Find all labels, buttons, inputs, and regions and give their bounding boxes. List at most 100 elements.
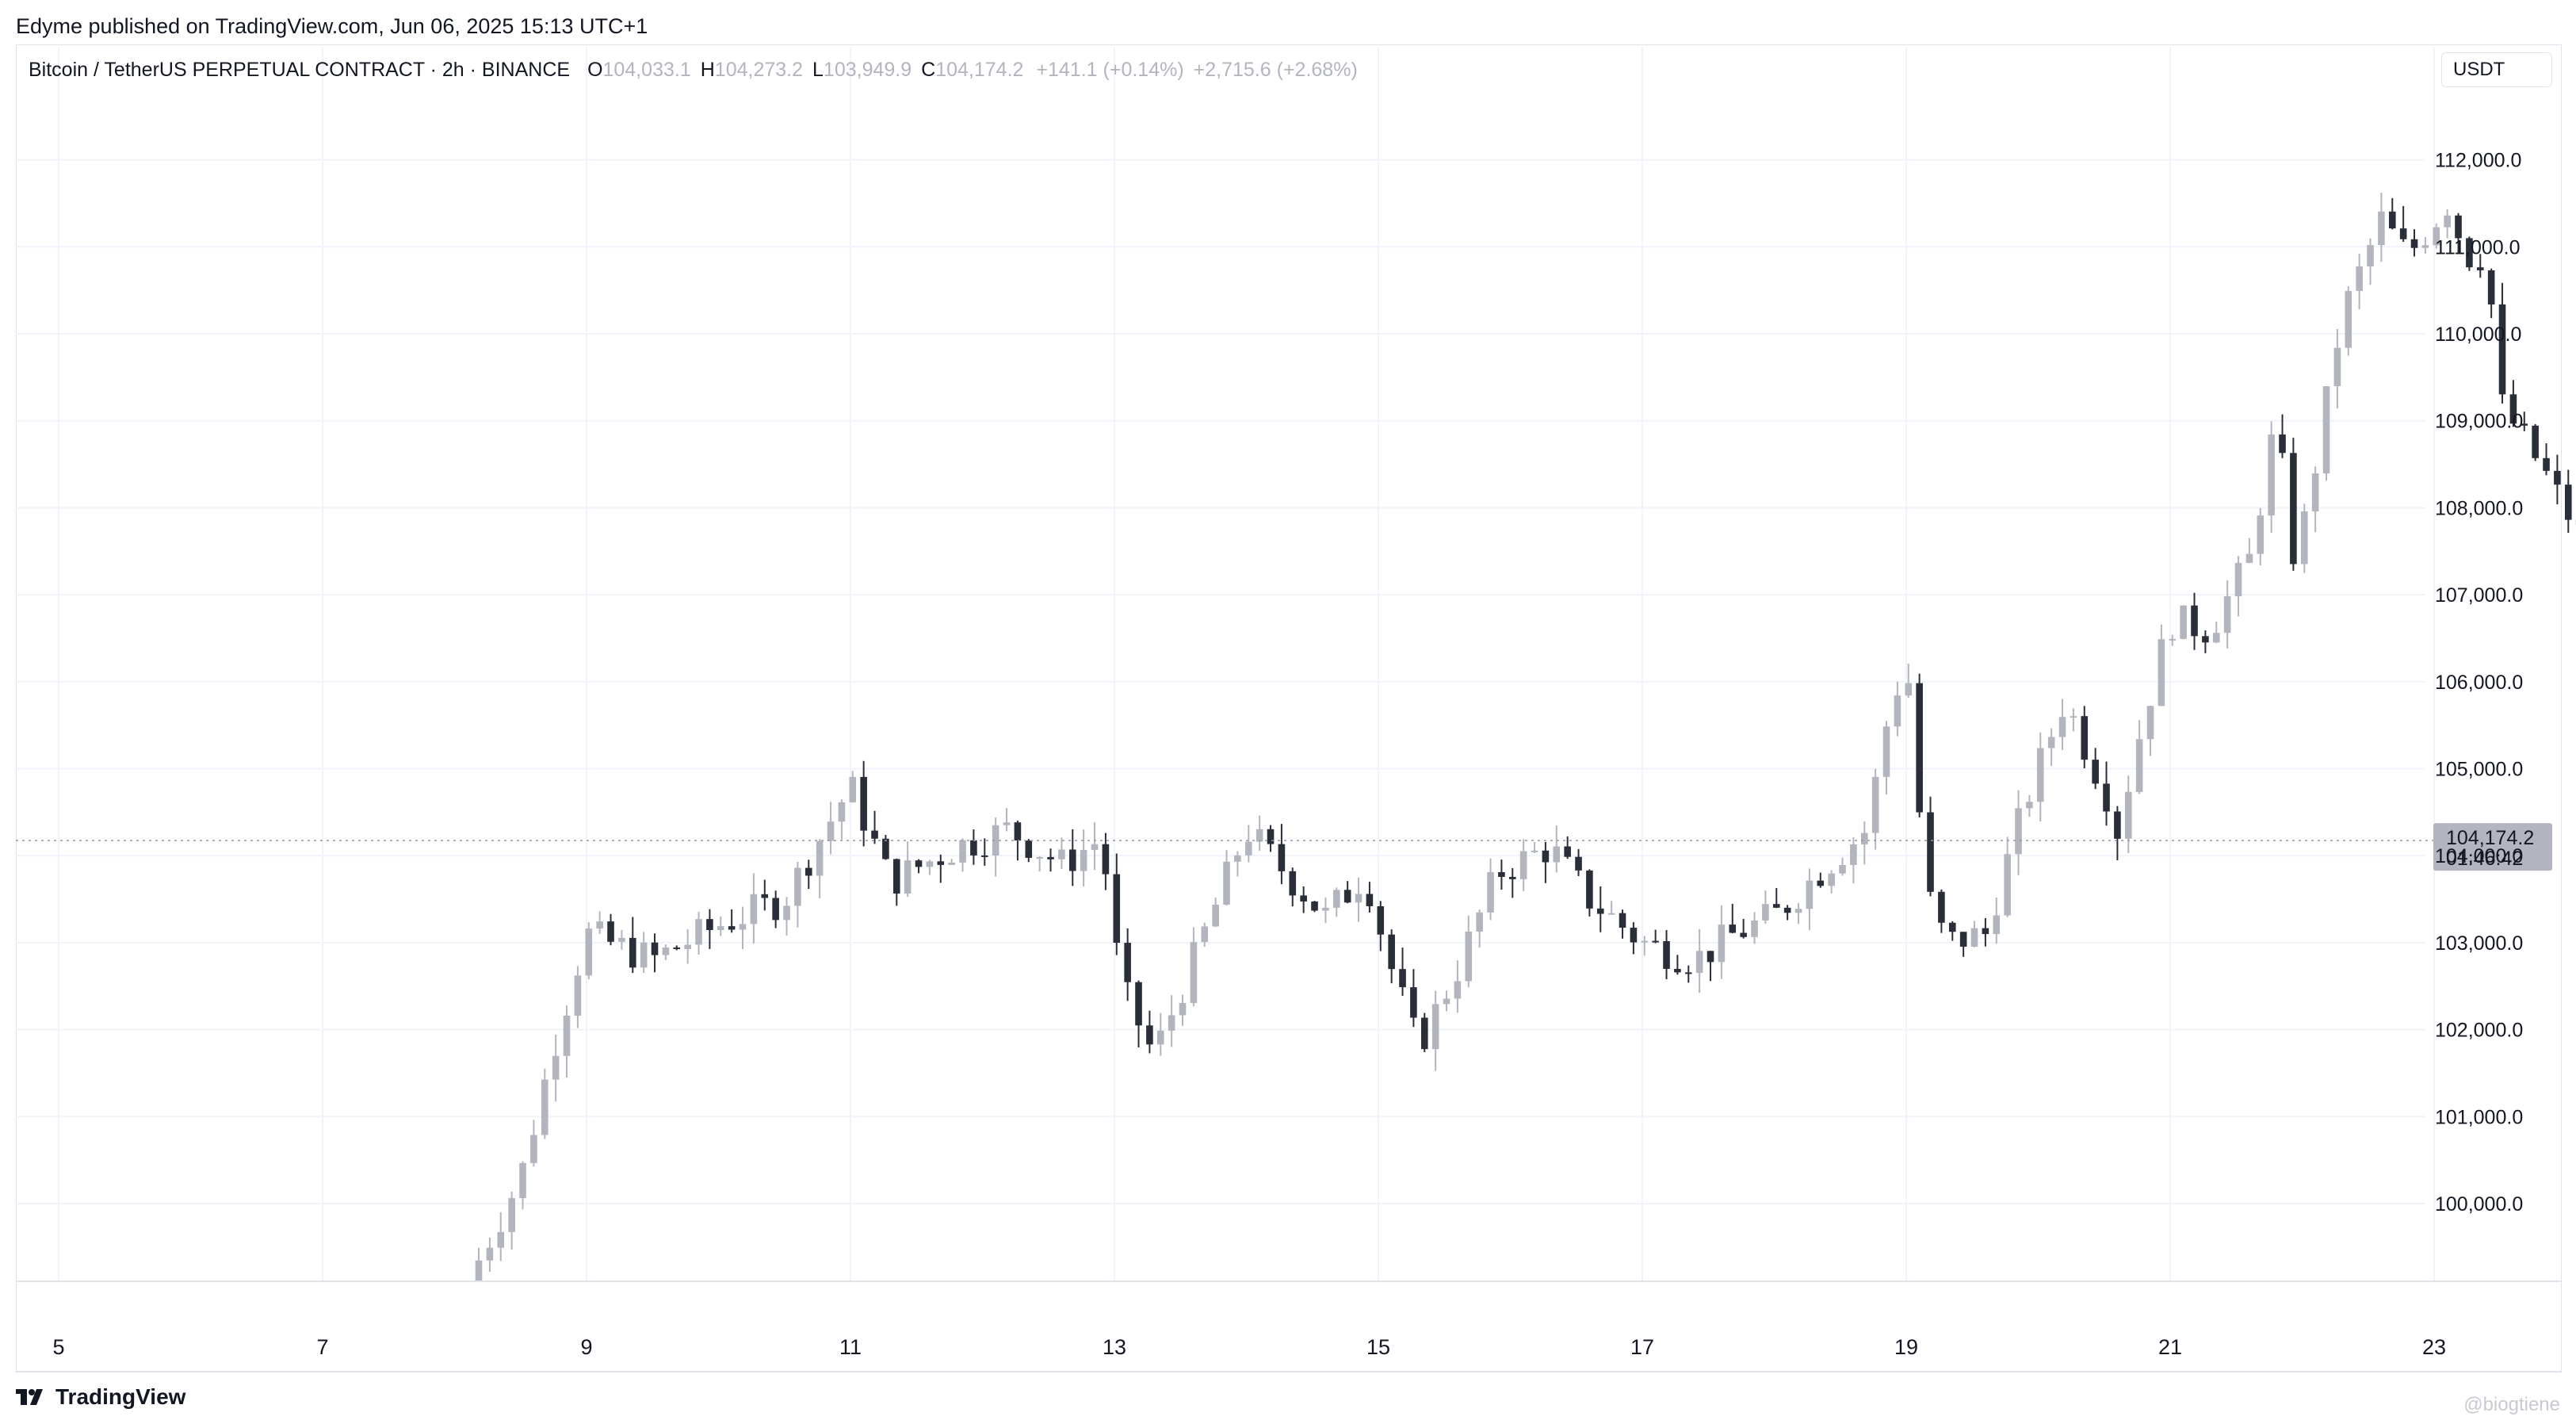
tradingview-brand[interactable]: TradingView xyxy=(16,1384,185,1410)
candle-body xyxy=(1322,907,1329,911)
candle-body xyxy=(662,947,670,955)
candle-body xyxy=(519,1162,526,1199)
candle-body xyxy=(1003,822,1011,825)
candle-body xyxy=(2157,639,2165,706)
candle-body xyxy=(980,855,988,857)
candle-body xyxy=(1850,844,1857,865)
candle xyxy=(827,802,835,855)
candle xyxy=(860,760,867,847)
candle-body xyxy=(1135,982,1142,1026)
candle-body xyxy=(1596,908,1604,914)
candle xyxy=(2388,197,2396,230)
candle-body xyxy=(2388,211,2396,229)
candle-body xyxy=(1905,683,1913,696)
candle-body xyxy=(871,830,878,839)
candle-body xyxy=(1443,998,1450,1005)
candle-body xyxy=(2367,245,2374,267)
publish-attribution: Edyme published on TradingView.com, Jun … xyxy=(16,14,648,38)
candle-body xyxy=(1882,726,1890,777)
time-tick-label: 11 xyxy=(839,1335,862,1359)
candle xyxy=(2521,412,2528,431)
candle-body xyxy=(1927,812,1934,892)
candle xyxy=(1751,912,1758,944)
candle xyxy=(2444,209,2451,239)
symbol-title: Bitcoin / TetherUS PERPETUAL CONTRACT · … xyxy=(29,59,571,81)
candle xyxy=(1916,673,1923,817)
candle xyxy=(1772,888,1780,909)
candle-body xyxy=(892,859,900,894)
candle-body xyxy=(948,862,955,865)
candle xyxy=(1179,994,1187,1026)
candle-body xyxy=(2356,266,2363,291)
candle-body xyxy=(1663,940,1670,969)
candle-body xyxy=(2421,245,2429,248)
candle-body xyxy=(1751,920,1758,937)
candle-body xyxy=(2015,808,2022,855)
candle xyxy=(2103,761,2110,826)
candle-body xyxy=(2399,228,2407,239)
candle xyxy=(1190,927,1198,1007)
candle xyxy=(475,1247,483,1282)
candle xyxy=(1135,980,1142,1048)
candle xyxy=(651,933,659,973)
candle-body xyxy=(1091,844,1099,850)
candle-body xyxy=(2322,386,2330,474)
candle xyxy=(2212,622,2220,644)
candle-body xyxy=(849,776,857,802)
candle xyxy=(1783,905,1791,921)
price-tick-label: 100,000.0 xyxy=(2435,1193,2523,1215)
time-tick-label: 13 xyxy=(1103,1335,1126,1359)
candle-body xyxy=(596,921,603,929)
candle xyxy=(2004,836,2011,917)
candle-body xyxy=(1289,871,1297,896)
candle-body xyxy=(1684,972,1692,974)
candle-body xyxy=(1519,851,1527,879)
time-tick-label: 9 xyxy=(580,1335,592,1359)
candle xyxy=(2146,706,2154,756)
candle-body xyxy=(1278,844,1286,871)
candle-body xyxy=(541,1079,548,1135)
candle-body xyxy=(1772,904,1780,908)
candle-body xyxy=(2004,854,2011,916)
candle-body xyxy=(2433,227,2440,246)
candle xyxy=(2135,720,2143,794)
candle-body xyxy=(1113,874,1121,944)
candle xyxy=(1531,841,1538,853)
candle xyxy=(1212,898,1219,928)
candle xyxy=(1355,877,1363,922)
candle-body xyxy=(2026,802,2033,809)
candle xyxy=(1036,856,1043,872)
candle xyxy=(1575,848,1582,876)
candle xyxy=(1047,848,1054,872)
candle xyxy=(585,922,593,980)
candle xyxy=(772,890,779,928)
candle xyxy=(1068,829,1076,886)
candle xyxy=(2070,708,2077,732)
candle xyxy=(1586,869,1593,917)
candle-body xyxy=(1343,890,1351,903)
candle-body xyxy=(1355,894,1363,903)
candle-body xyxy=(2532,425,2539,458)
candle-body xyxy=(1058,849,1065,859)
candle xyxy=(563,1005,571,1078)
candle xyxy=(1607,901,1615,916)
candle-body xyxy=(2092,760,2099,784)
candle-body xyxy=(1410,987,1417,1018)
candle xyxy=(497,1212,505,1261)
candle-body xyxy=(1212,905,1219,927)
candle xyxy=(1630,922,1638,955)
candle-body xyxy=(2036,748,2044,802)
candle xyxy=(849,771,857,803)
candle xyxy=(2279,414,2286,458)
candle xyxy=(2257,507,2265,565)
candle-body xyxy=(2245,553,2253,563)
candle xyxy=(1377,901,1385,951)
candle-body xyxy=(1531,850,1538,852)
candle xyxy=(684,929,691,964)
candle xyxy=(552,1034,560,1102)
currency-selector[interactable]: USDT xyxy=(2441,52,2552,87)
candle-body xyxy=(2487,270,2495,304)
candle xyxy=(1201,922,1209,947)
brand-label: TradingView xyxy=(55,1384,186,1409)
